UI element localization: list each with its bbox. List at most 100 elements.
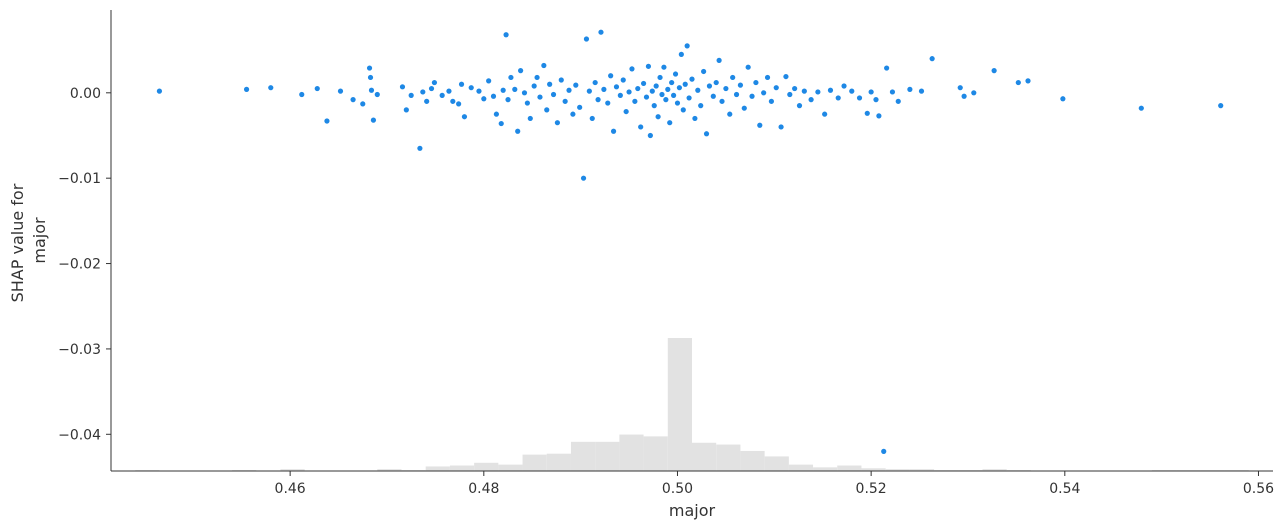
- histogram-bar: [619, 434, 644, 471]
- data-point: [368, 87, 375, 93]
- data-point: [458, 81, 465, 87]
- data-point: [889, 89, 896, 95]
- data-point: [1015, 79, 1021, 86]
- histogram-bar: [570, 441, 596, 471]
- data-point: [643, 94, 650, 100]
- data-point: [895, 98, 901, 104]
- data-point: [651, 103, 657, 109]
- data-point: [659, 91, 665, 98]
- data-point: [505, 97, 511, 103]
- data-point: [605, 100, 611, 106]
- data-point: [918, 88, 925, 94]
- data-point: [868, 89, 874, 95]
- data-point: [876, 113, 882, 119]
- histogram-bar: [909, 469, 935, 471]
- data-point: [547, 81, 553, 87]
- data-point: [601, 86, 607, 92]
- histogram-bar: [425, 466, 450, 471]
- data-point: [649, 88, 655, 94]
- data-point: [881, 448, 887, 454]
- data-point: [1060, 96, 1066, 102]
- data-point: [749, 93, 755, 99]
- x-axis-title: major: [669, 501, 716, 520]
- data-point: [518, 68, 524, 74]
- data-point: [623, 108, 629, 115]
- data-point: [613, 84, 620, 90]
- data-point: [595, 97, 601, 103]
- data-point: [907, 86, 913, 92]
- data-point: [873, 97, 879, 103]
- data-point: [424, 98, 430, 104]
- data-point: [792, 85, 798, 92]
- data-point: [671, 92, 677, 98]
- histogram-bar: [474, 462, 499, 471]
- data-point: [661, 64, 667, 70]
- data-point: [835, 95, 841, 101]
- data-point: [512, 86, 518, 92]
- histogram-bar: [716, 444, 741, 471]
- data-point: [1138, 105, 1144, 111]
- data-point: [856, 95, 863, 101]
- data-point: [761, 90, 767, 96]
- data-point: [156, 88, 163, 94]
- data-point: [608, 73, 614, 79]
- y-axis-title: SHAP value for major: [8, 179, 49, 303]
- histogram-bar: [813, 467, 838, 471]
- data-point: [268, 85, 274, 91]
- data-point: [991, 68, 997, 74]
- data-point: [745, 64, 751, 70]
- data-point: [620, 77, 626, 83]
- data-point: [367, 74, 374, 81]
- histogram-bar: [595, 441, 620, 471]
- x-tick-label: 0.46: [275, 481, 306, 497]
- histogram-bar: [449, 465, 475, 471]
- data-point: [566, 87, 572, 93]
- y-tick-label: −0.04: [58, 427, 101, 443]
- data-point: [554, 120, 561, 126]
- data-point: [698, 103, 704, 109]
- data-point: [558, 77, 564, 83]
- data-point: [706, 83, 713, 89]
- data-point: [515, 128, 521, 134]
- data-point: [562, 98, 568, 104]
- histogram-bar: [498, 464, 523, 471]
- data-point: [420, 89, 426, 95]
- data-point: [589, 115, 595, 122]
- data-point: [337, 88, 344, 94]
- data-point: [428, 85, 435, 92]
- x-tick-label: 0.56: [1243, 481, 1274, 497]
- data-point: [783, 73, 789, 80]
- data-point: [508, 74, 514, 81]
- data-point: [796, 103, 803, 109]
- data-point: [808, 97, 814, 103]
- histogram-bar: [377, 469, 402, 471]
- data-point: [710, 93, 716, 99]
- data-point: [663, 97, 669, 103]
- data-point: [583, 36, 590, 42]
- data-point: [610, 128, 617, 134]
- y-tick-label: 0.00: [70, 86, 101, 102]
- data-point: [778, 124, 784, 130]
- y-axis-title-line-1: SHAP value for: [8, 183, 27, 302]
- data-point: [753, 79, 759, 86]
- data-point: [827, 87, 834, 93]
- x-tick-label: 0.52: [856, 481, 887, 497]
- x-axis-ticks: 0.46 0.48 0.50 0.52 0.54 0.56: [275, 471, 1274, 497]
- scatter-points-layer: [156, 29, 1224, 454]
- data-point: [667, 120, 673, 126]
- data-point: [544, 107, 550, 113]
- data-point: [370, 117, 377, 123]
- data-point: [768, 98, 775, 104]
- histogram-bar: [692, 442, 717, 471]
- data-point: [672, 71, 679, 77]
- data-point: [350, 97, 356, 103]
- data-point: [626, 89, 632, 95]
- data-point: [476, 88, 482, 94]
- data-point: [680, 107, 686, 113]
- data-point: [640, 80, 647, 87]
- y-tick-label: −0.02: [58, 257, 101, 273]
- data-point: [314, 85, 320, 92]
- histogram-bar: [546, 453, 571, 471]
- data-point: [456, 101, 462, 107]
